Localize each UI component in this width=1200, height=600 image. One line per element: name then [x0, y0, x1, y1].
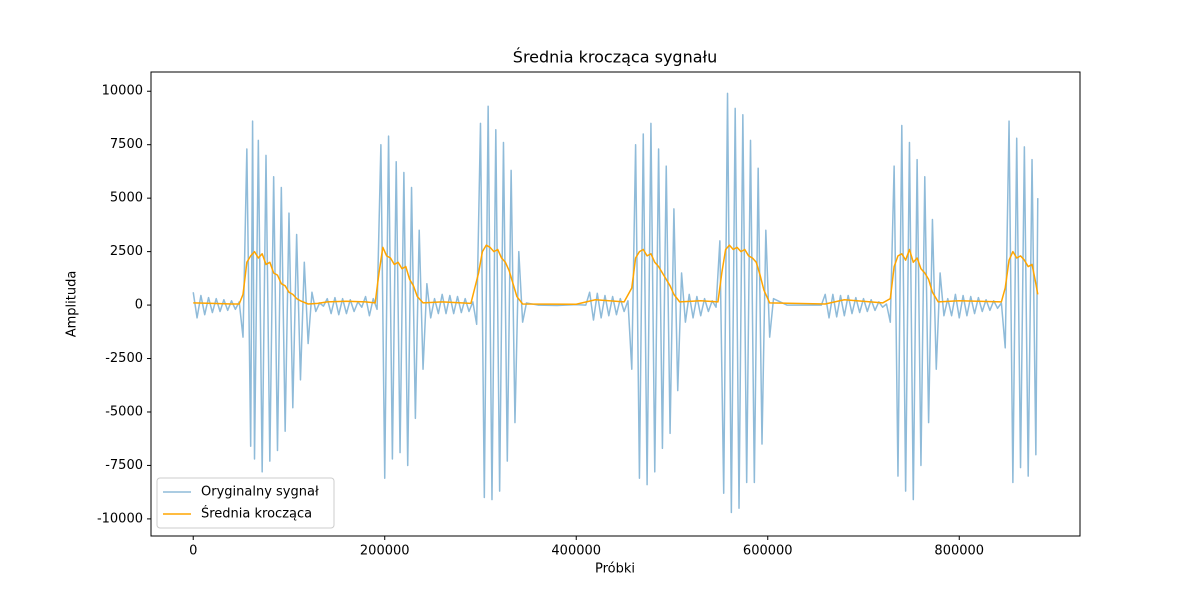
- x-tick-label: 800000: [934, 544, 984, 559]
- legend-box: [156, 477, 335, 529]
- y-tick-label: -10000: [97, 511, 143, 526]
- y-axis-label: Amplituda: [65, 271, 80, 338]
- x-tick-label: 600000: [743, 544, 793, 559]
- x-tick-label: 0: [189, 544, 197, 559]
- y-tick-label: 2500: [110, 244, 143, 259]
- chart-title: Średnia krocząca sygnału: [513, 48, 717, 67]
- x-tick-label: 200000: [360, 544, 410, 559]
- legend-label: Oryginalny sygnał: [201, 485, 319, 500]
- data-line: [193, 244, 1039, 305]
- y-tick-label: 0: [135, 298, 143, 313]
- data-line: [192, 92, 1039, 514]
- y-tick-label: 10000: [102, 84, 143, 99]
- y-tick-label: -2500: [105, 351, 143, 366]
- x-tick-label: 400000: [551, 544, 601, 559]
- y-tick-label: 5000: [110, 191, 143, 206]
- x-axis-label: Próbki: [595, 562, 635, 577]
- plot-frame: [150, 71, 1081, 537]
- legend-label: Średnia krocząca: [201, 506, 312, 522]
- y-tick-label: -7500: [105, 458, 143, 473]
- y-tick-label: -5000: [105, 404, 143, 419]
- y-tick-label: 7500: [110, 137, 143, 152]
